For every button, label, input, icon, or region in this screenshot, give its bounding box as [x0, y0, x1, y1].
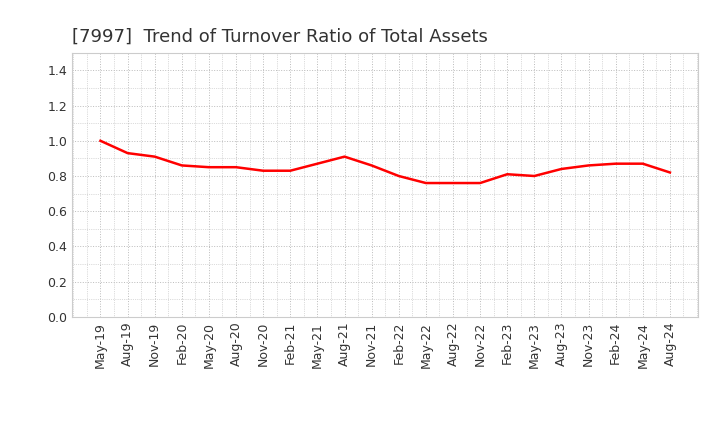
- Text: [7997]  Trend of Turnover Ratio of Total Assets: [7997] Trend of Turnover Ratio of Total …: [72, 28, 488, 46]
